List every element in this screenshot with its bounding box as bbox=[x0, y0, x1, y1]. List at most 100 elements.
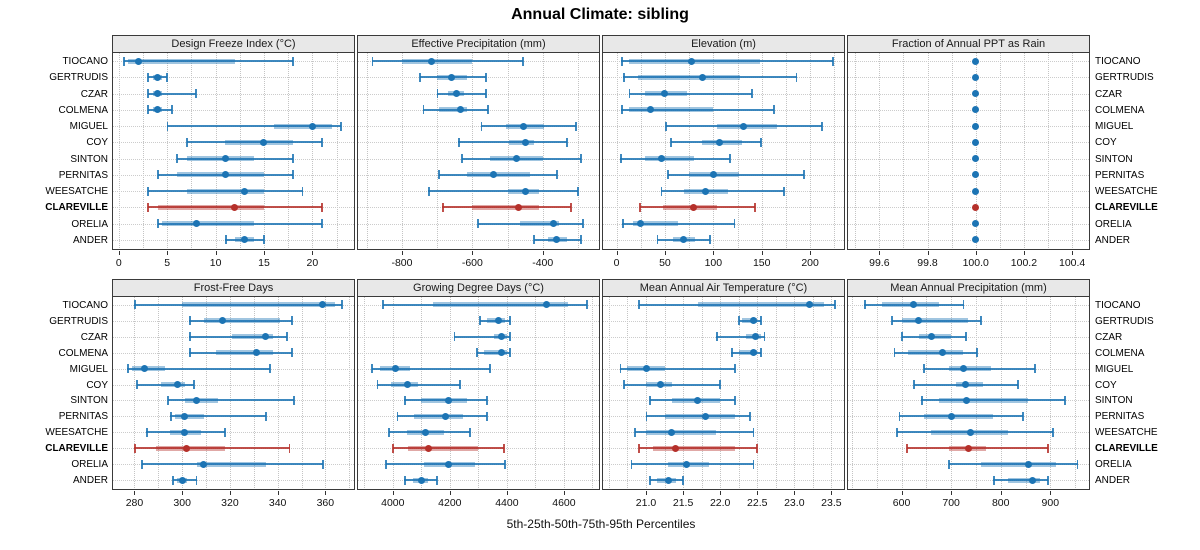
site-label-left: TIOCANO bbox=[62, 299, 108, 311]
axis-tick bbox=[951, 491, 953, 495]
interquartile-band bbox=[646, 429, 717, 435]
whisker-cap-high bbox=[485, 395, 488, 405]
whisker-cap-high bbox=[485, 89, 488, 99]
gridline-h bbox=[848, 142, 1089, 144]
gridline-v bbox=[951, 297, 953, 489]
interquartile-band bbox=[948, 366, 991, 372]
whisker-cap-low bbox=[166, 121, 169, 131]
whisker-cap-high bbox=[293, 395, 296, 405]
gridline-v bbox=[1072, 53, 1074, 249]
whisker-cap-high bbox=[782, 186, 785, 196]
whisker-cap-high bbox=[752, 459, 755, 469]
whisker-cap-low bbox=[906, 443, 908, 453]
axis-tick bbox=[277, 491, 279, 495]
interquartile-band bbox=[519, 221, 559, 227]
median-dot bbox=[154, 73, 162, 81]
axis-tick-label: 700 bbox=[942, 497, 960, 509]
gridline-v bbox=[239, 53, 241, 249]
whisker-cap-low bbox=[382, 300, 385, 310]
gridline-v bbox=[215, 53, 217, 249]
median-dot bbox=[642, 365, 650, 373]
axis-tick-label: 23.5 bbox=[821, 497, 842, 509]
whisker-cap-low bbox=[441, 202, 444, 212]
axis-tick-label: 300 bbox=[173, 497, 191, 509]
median-dot bbox=[456, 106, 464, 114]
whisker-cap-high bbox=[759, 348, 762, 358]
median-dot bbox=[241, 187, 249, 195]
whisker-cap-high bbox=[321, 202, 323, 212]
axis-tick bbox=[646, 491, 647, 495]
whisker-cap-low bbox=[656, 235, 659, 245]
gridline-v bbox=[927, 53, 929, 249]
axis-tick bbox=[810, 251, 812, 255]
site-label-left: GERTRUDIS bbox=[49, 72, 108, 84]
gridline-v bbox=[158, 297, 160, 489]
whisker-cap-high bbox=[580, 154, 583, 164]
site-label-left: COLMENA bbox=[58, 104, 108, 116]
whisker-cap-low bbox=[461, 154, 464, 164]
gridline-v bbox=[901, 297, 903, 489]
whisker-cap-high bbox=[508, 332, 511, 342]
whisker-cap-high bbox=[979, 316, 982, 326]
whisker-line bbox=[629, 92, 753, 95]
gridline-v bbox=[646, 297, 647, 489]
median-dot bbox=[181, 412, 189, 420]
interquartile-band bbox=[225, 139, 294, 145]
site-label-right: CLAREVILLE bbox=[1095, 443, 1158, 455]
whisker-line bbox=[620, 367, 735, 370]
axis-tick-label: 100.4 bbox=[1058, 257, 1086, 269]
median-dot bbox=[444, 460, 452, 468]
gridline-v bbox=[143, 53, 144, 249]
median-dot bbox=[519, 122, 527, 130]
whisker-cap-low bbox=[385, 459, 387, 469]
whisker-line bbox=[649, 399, 735, 402]
gridline-v bbox=[134, 297, 136, 489]
whisker-cap-high bbox=[1034, 364, 1037, 374]
interquartile-band bbox=[484, 350, 507, 356]
whisker-cap-high bbox=[1064, 395, 1066, 405]
gridline-v bbox=[301, 297, 303, 489]
whisker-cap-low bbox=[147, 105, 150, 115]
gridline-h bbox=[113, 109, 354, 111]
gridline-h bbox=[603, 352, 844, 354]
whisker-line bbox=[189, 335, 288, 338]
whisker-cap-high bbox=[728, 154, 731, 164]
gridline-h bbox=[113, 384, 354, 386]
whisker-line bbox=[631, 463, 754, 466]
site-label-left: CZAR bbox=[80, 331, 108, 343]
gridline-h bbox=[358, 126, 599, 128]
gridline-h bbox=[358, 480, 599, 482]
gridline-h bbox=[603, 480, 844, 482]
interquartile-band bbox=[956, 382, 984, 388]
site-label-left: WEESATCHE bbox=[45, 427, 108, 439]
interquartile-band bbox=[472, 204, 540, 210]
gridline-v bbox=[664, 53, 666, 249]
gridline-v bbox=[999, 53, 1001, 249]
gridline-v bbox=[229, 297, 231, 489]
whisker-line bbox=[147, 190, 303, 193]
whisker-line bbox=[623, 383, 721, 386]
axis-tick-label: 10 bbox=[209, 257, 222, 269]
median-dot bbox=[512, 155, 520, 163]
whisker-cap-high bbox=[487, 105, 489, 115]
axis-tick bbox=[215, 251, 217, 255]
axis-tick-label: 150 bbox=[752, 257, 771, 269]
gridline-v bbox=[812, 297, 814, 489]
median-dot bbox=[308, 122, 316, 130]
median-dot bbox=[497, 333, 505, 341]
whisker-cap-high bbox=[751, 89, 753, 99]
whisker-cap-low bbox=[157, 170, 159, 180]
panel-title-4: Fraction of Annual PPT as Rain bbox=[847, 35, 1090, 53]
site-label-right: SINTON bbox=[1095, 153, 1133, 165]
interquartile-band bbox=[938, 397, 1028, 403]
whisker-cap-low bbox=[622, 72, 625, 82]
whisker-cap-high bbox=[975, 348, 978, 358]
whisker-line bbox=[899, 415, 1024, 418]
median-dot bbox=[960, 365, 968, 373]
gridline-v bbox=[834, 53, 836, 249]
whisker-cap-high bbox=[1076, 459, 1079, 469]
whisker-line bbox=[906, 447, 1048, 450]
median-dot bbox=[154, 90, 162, 98]
interquartile-band bbox=[664, 413, 735, 419]
axis-tick-label: 5 bbox=[164, 257, 171, 269]
